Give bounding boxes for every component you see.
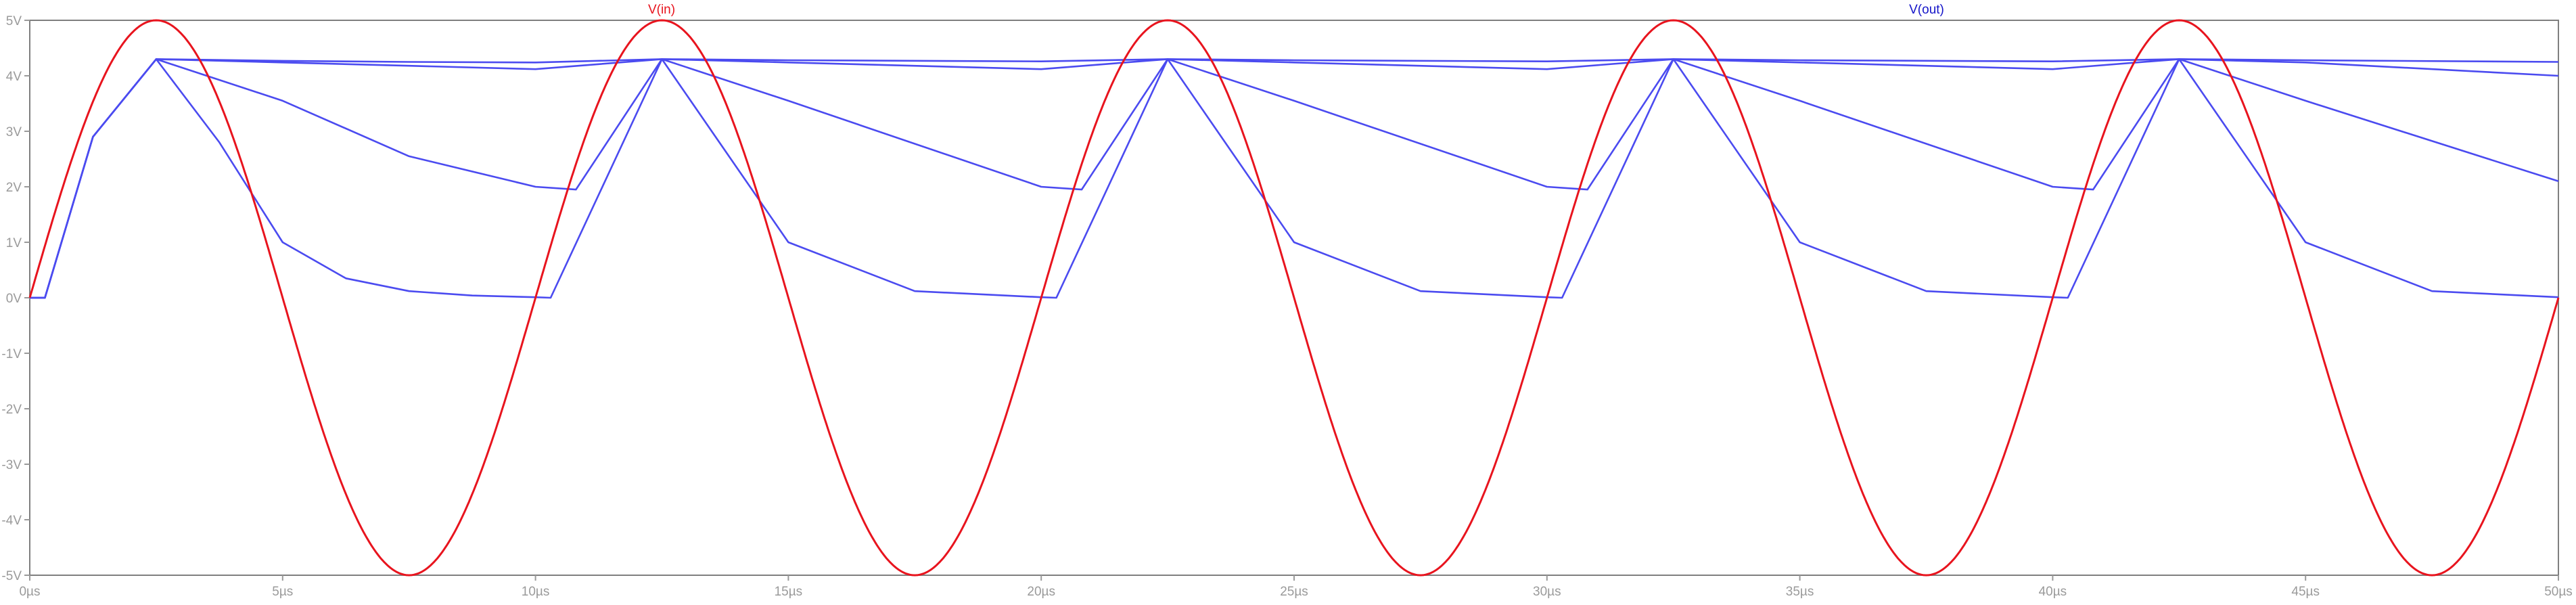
x-tick-label: 15µs [775,585,803,599]
x-tick-label: 0µs [19,585,40,599]
y-tick-label: -2V [1,403,22,417]
x-axis: 0µs 5µs 10µs 15µs 20µs 25µs 30µs 35µs 40µs 45µs 50… [19,575,2573,599]
y-tick-label: 0V [6,292,22,306]
legend-label-vout[interactable]: V(out) [1909,3,1944,17]
y-tick-label: 2V [6,181,22,195]
legend-label-vin[interactable]: V(in) [648,3,675,17]
x-tick-label: 45µs [2291,585,2320,599]
legend: V(in) V(out) [648,3,1944,17]
y-tick-label: 4V [6,70,22,84]
x-tick-label: 40µs [2039,585,2067,599]
y-tick-label: 1V [6,236,22,250]
y-tick-label: -4V [1,514,22,528]
y-tick-label: 5V [6,14,22,28]
y-tick-label: 3V [6,125,22,139]
y-tick-label: -3V [1,458,22,472]
x-tick-label: 35µs [1786,585,1814,599]
x-tick-label: 25µs [1280,585,1308,599]
series-line-vout-3[interactable] [30,58,2559,299]
x-tick-label: 50µs [2544,585,2573,599]
series-line-vin[interactable] [28,19,2560,577]
y-tick-label: -5V [1,569,22,583]
x-tick-label: 20µs [1027,585,1055,599]
x-tick-label: 10µs [522,585,550,599]
series-layer [28,19,2560,577]
y-axis: 5V 4V 3V 2V 1V 0V -1V -2V -3V -4V -5V [1,14,30,583]
x-tick-label: 30µs [1533,585,1561,599]
x-tick-label: 5µs [272,585,293,599]
series-line-vout-4[interactable] [30,58,2559,299]
y-tick-label: -1V [1,347,22,361]
